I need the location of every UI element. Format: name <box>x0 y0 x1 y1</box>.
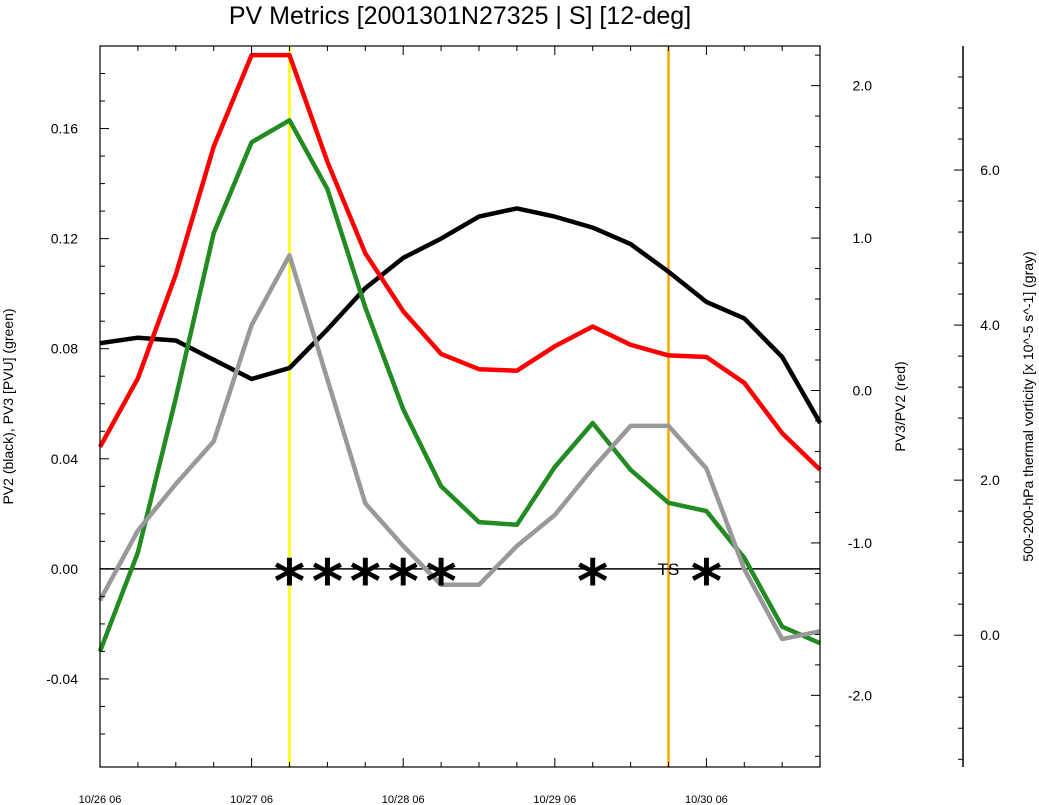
right-tick-label: 2.0 <box>853 78 873 94</box>
left-axis-label: PV2 (black), PV3 [PVU] (green) <box>0 308 16 504</box>
x-tick-label: 10/29 06 <box>533 794 576 805</box>
series-line-4 <box>98 253 821 642</box>
chart-title: PV Metrics [2001301N27325 | S] [12-deg] <box>229 2 691 30</box>
left-tick-label: -0.04 <box>46 671 78 687</box>
x-tick-label: 10/26 06 <box>79 794 122 805</box>
series-line-1 <box>99 206 823 425</box>
right-axis-label: PV3/PV2 (red) <box>892 361 908 451</box>
right-tick-label: 0.0 <box>853 382 873 398</box>
left-tick-label: 0.16 <box>51 121 78 137</box>
marker-asterisk: * <box>312 547 343 617</box>
far-right-axis: 0.0 2.0 4.0 6.0 500-200-hPa thermal vorticit… <box>954 46 1036 767</box>
plot-border <box>99 45 821 768</box>
right-axis: -2.0 -1.0 0.0 1.0 2.0 PV3/PV2 (red) <box>811 54 908 757</box>
marker-asterisk: * <box>350 547 381 617</box>
marker-asterisk: * <box>425 547 456 617</box>
marker-asterisk: * <box>274 547 305 617</box>
far-tick-label: 0.0 <box>980 627 1000 643</box>
series-line-3 <box>98 52 822 472</box>
series-line-2 <box>97 118 821 653</box>
data-series <box>97 52 823 653</box>
far-tick-label: 2.0 <box>980 472 1000 488</box>
x-tick-label: 10/28 06 <box>382 794 425 805</box>
marker-asterisk: * <box>691 547 722 617</box>
plot-frame <box>99 45 821 768</box>
marker-asterisk: * <box>577 547 608 617</box>
right-tick-label: 1.0 <box>853 230 873 246</box>
x-tick-label: 10/27 06 <box>230 794 273 805</box>
left-tick-label: 0.08 <box>51 341 78 357</box>
vertical-marker-lines <box>288 46 670 767</box>
left-tick-label: 0.04 <box>51 451 78 467</box>
x-tick-label: 10/30 06 <box>685 794 728 805</box>
x-axis: 10/26 06 10/27 06 10/28 06 10/29 06 10/30 06 <box>79 46 821 805</box>
left-tick-label: 0.00 <box>51 561 78 577</box>
markers: * * * * * * * <box>274 547 722 617</box>
annotation-label: TS <box>658 560 680 579</box>
left-tick-label: 0.12 <box>51 231 78 247</box>
right-tick-label: -1.0 <box>848 535 872 551</box>
left-axis: -0.04 0.00 0.04 0.08 0.12 0.16 PV2 (black), PV… <box>0 73 109 735</box>
marker-asterisk: * <box>388 547 419 617</box>
annotations: TS <box>658 560 680 579</box>
right-tick-label: -2.0 <box>848 687 872 703</box>
far-tick-label: 4.0 <box>980 317 1000 333</box>
far-axis-label: 500-200-hPa thermal vorticity [x 10^-5 s… <box>1020 251 1036 561</box>
far-tick-label: 6.0 <box>980 162 1000 178</box>
